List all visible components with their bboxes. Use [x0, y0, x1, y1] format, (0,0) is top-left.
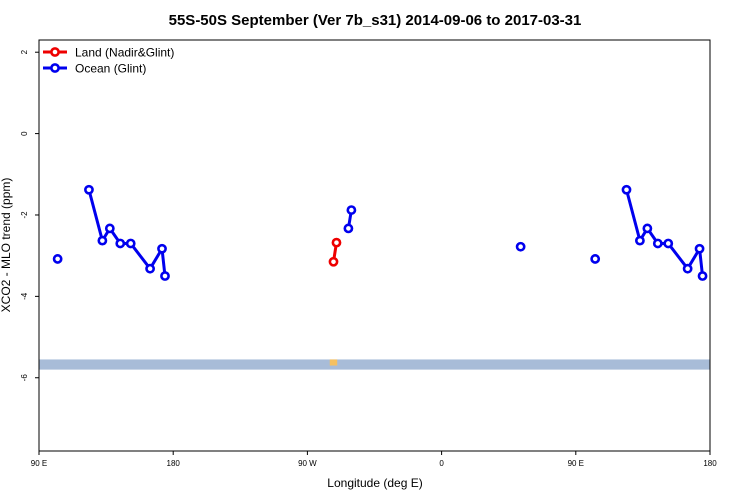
data-point-ocean [697, 271, 708, 281]
data-point-ocean [145, 263, 155, 274]
series-layer [52, 184, 708, 281]
data-point-ocean [160, 271, 170, 281]
series-ocean [52, 184, 708, 281]
data-point-ocean [621, 184, 632, 195]
data-point-ocean [84, 184, 94, 195]
data-point-ocean [694, 243, 705, 254]
data-point-land [331, 237, 342, 248]
y-tick-label: 2 [20, 49, 29, 54]
legend-label-ocean: Ocean (Glint) [75, 62, 146, 76]
data-point-ocean [663, 238, 674, 249]
legend-marker-land [50, 47, 60, 57]
data-point-ocean [346, 205, 357, 215]
x-tick-label: 180 [703, 459, 717, 468]
y-axis-label: XCO2 - MLO trend (ppm) [0, 178, 13, 313]
data-point-ocean [157, 243, 167, 254]
background-band-highlight [329, 359, 338, 366]
data-point-ocean [642, 223, 653, 234]
data-point-ocean [652, 238, 663, 249]
x-axis-label: Longitude (deg E) [327, 476, 422, 490]
y-tick-label: 0 [20, 131, 29, 136]
x-tick-label: 0 [439, 459, 444, 468]
data-point-ocean [682, 263, 693, 274]
data-point-ocean [515, 241, 526, 252]
data-point-ocean [115, 238, 126, 249]
data-point-ocean [590, 254, 601, 264]
data-point-ocean [52, 254, 63, 264]
plot-frame [38, 39, 711, 452]
legend: Land (Nadir&Glint) Ocean (Glint) [43, 46, 174, 76]
data-point-ocean [97, 235, 108, 246]
series-line-ocean [87, 189, 167, 277]
x-tick-label: 90 E [568, 459, 584, 468]
y-axis: 2 0 -2 -4 -6 [20, 49, 39, 381]
x-tick-label: 90 W [298, 459, 317, 468]
series-land [328, 237, 342, 267]
data-point-ocean [343, 223, 354, 234]
x-tick-label: 180 [167, 459, 181, 468]
y-tick-label: -2 [20, 211, 29, 219]
y-tick-label: -6 [20, 374, 29, 382]
x-tick-label: 90 E [31, 459, 47, 468]
data-point-ocean [125, 238, 136, 249]
data-point-ocean [104, 223, 115, 234]
background-band-rect [39, 359, 710, 370]
background-band [39, 359, 710, 370]
legend-label-land: Land (Nadir&Glint) [75, 46, 174, 60]
y-tick-label: -4 [20, 292, 29, 300]
data-point-ocean [635, 235, 645, 246]
legend-marker-ocean [50, 63, 60, 73]
x-axis: 90 E 180 90 W 0 90 E 180 [31, 451, 717, 468]
series-line-ocean [625, 189, 705, 277]
chart-title: 55S-50S September (Ver 7b_s31) 2014-09-0… [169, 12, 582, 29]
data-point-land [328, 256, 339, 267]
